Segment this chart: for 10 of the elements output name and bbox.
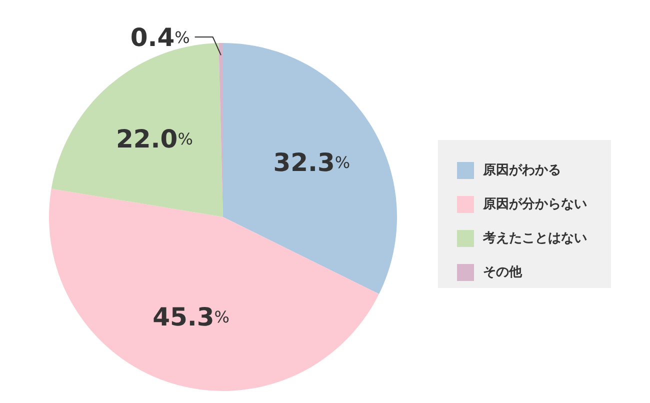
pie-slice [49,188,380,391]
data-label: 32.3% [273,147,350,176]
legend-label: 考えたことはない [483,230,587,247]
legend-label: 原因が分からない [483,196,587,213]
pie-slice [223,43,397,294]
data-label: 0.4% [130,22,190,52]
legend-label: 原因がわかる [483,162,561,179]
data-label: 22.0% [116,124,193,153]
data-label: 45.3% [152,302,230,331]
legend-label: その他 [483,264,522,281]
